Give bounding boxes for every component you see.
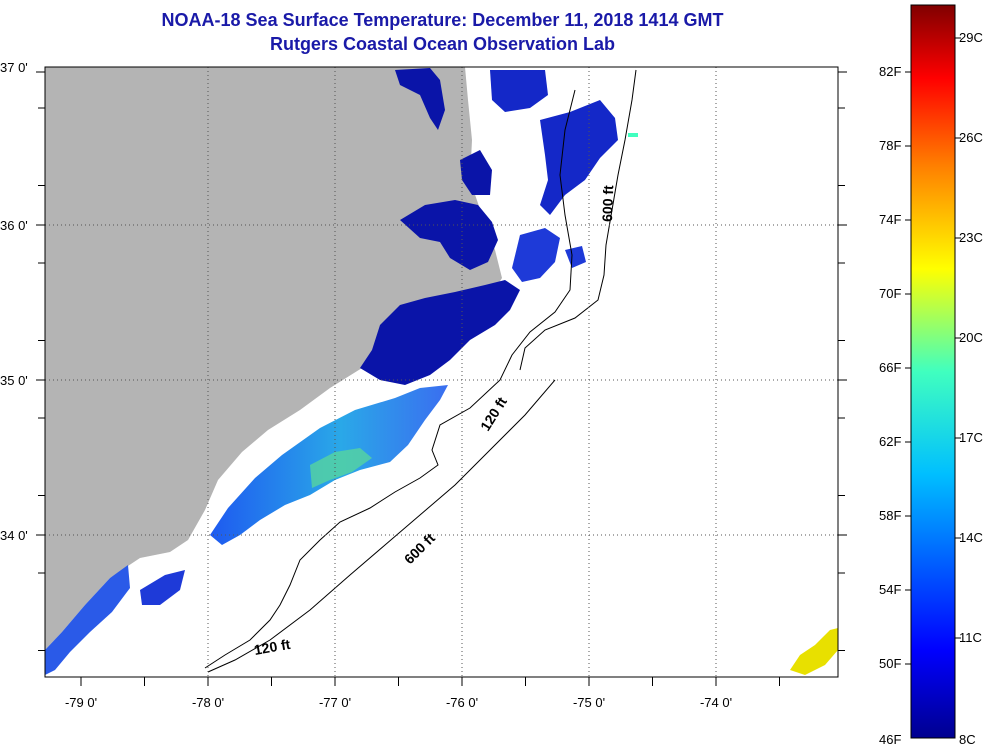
land-mass: [45, 67, 502, 650]
inlet-water-1: [395, 68, 445, 130]
lon-label-77: -77 0': [319, 695, 351, 710]
offshore-sst-north: [490, 70, 548, 112]
contour-120ft-north: [204, 89, 576, 669]
colorbar-c-label: 29C: [959, 30, 983, 45]
lat-label-36: 36 0': [0, 218, 28, 233]
colorbar-c-label: 17C: [959, 430, 983, 445]
axis-ticks: [36, 71, 847, 686]
lat-label-34: 34 0': [0, 528, 28, 543]
colorbar-f-label: 82F: [879, 64, 901, 79]
lat-label-37: 37 0': [0, 60, 28, 75]
lon-label-78: -78 0': [192, 695, 224, 710]
offshore-sst-ne: [540, 100, 618, 215]
sw-coastal-sst: [45, 565, 130, 675]
gulf-stream-warm-patch: [790, 628, 838, 675]
pamlico-sound: [360, 280, 520, 385]
colorbar-c-label: 26C: [959, 130, 983, 145]
warm-plume: [310, 448, 372, 488]
colorbar-f-label: 46F: [879, 732, 901, 747]
colorbar-ticks: [905, 37, 961, 665]
sw-offshore-patch: [140, 570, 185, 605]
lon-label-74: -74 0': [700, 695, 732, 710]
contour-600ft-north: [519, 69, 637, 371]
lon-label-75: -75 0': [573, 695, 605, 710]
contour-600ft-south: [207, 379, 556, 673]
colorbar-c-label: 11C: [959, 630, 982, 645]
colorbar-f-label: 74F: [879, 212, 901, 227]
colorbar-f-label: 54F: [879, 582, 901, 597]
offshore-sst-mid: [512, 228, 560, 282]
colorbar-f-label: 66F: [879, 360, 901, 375]
map-title: NOAA-18 Sea Surface Temperature: Decembe…: [161, 10, 724, 30]
colorbar: [910, 4, 956, 739]
lat-label-35: 35 0': [0, 373, 28, 388]
offshore-sst-spot: [565, 246, 586, 268]
small-warm-pixel: [628, 133, 638, 137]
lon-label-76: -76 0': [446, 695, 478, 710]
colorbar-c-label: 20C: [959, 330, 983, 345]
colorbar-f-label: 70F: [879, 286, 901, 301]
contour-label-600ft-north: 600 ft: [599, 185, 616, 222]
colorbar-f-label: 50F: [879, 656, 901, 671]
lon-label-79: -79 0': [65, 695, 97, 710]
grid-lines: [45, 67, 838, 677]
colorbar-f-label: 58F: [879, 508, 901, 523]
map-subtitle: Rutgers Coastal Ocean Observation Lab: [269, 34, 616, 54]
colorbar-f-label: 78F: [879, 138, 901, 153]
colorbar-c-label: 14C: [959, 530, 983, 545]
colorbar-c-label: 23C: [959, 230, 983, 245]
map-border: [44, 66, 839, 678]
contour-label-120ft-south: 120 ft: [253, 636, 292, 658]
albemarle-sound: [400, 200, 498, 270]
inlet-water-2: [460, 150, 492, 195]
colorbar-f-label: 62F: [879, 434, 901, 449]
colorbar-c-label: 8C: [959, 732, 976, 747]
